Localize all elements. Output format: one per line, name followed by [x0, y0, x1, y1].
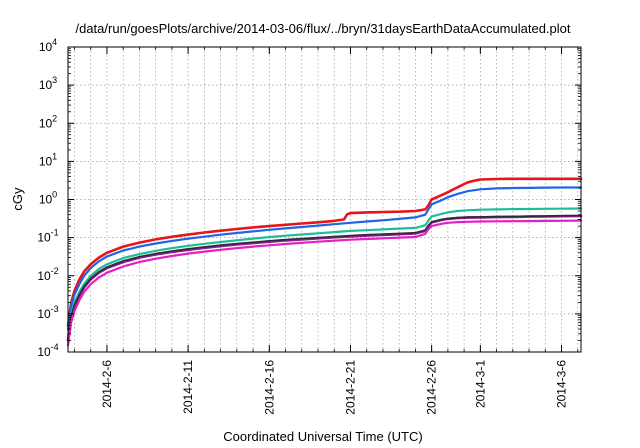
x-tick-label: 2014-3-1 — [473, 360, 487, 408]
x-tick-label: 2014-2-26 — [425, 360, 439, 415]
series-line-6 — [66, 219, 583, 347]
y-tick-label: 10-4 — [37, 342, 58, 359]
series-line-3 — [66, 207, 583, 338]
y-axis-title: cGy — [10, 187, 25, 211]
y-tick-label: 10-3 — [37, 304, 58, 321]
y-tick-label: 10-1 — [37, 228, 58, 245]
x-axis: 2014-2-6 2014-2-11 2014-2-16 2014-2-21 2014-… — [74, 47, 579, 415]
x-tick-label: 2014-2-6 — [100, 360, 114, 408]
series-line-1 — [66, 177, 583, 327]
x-tick-label: 2014-2-21 — [343, 360, 357, 415]
y-tick-label: 103 — [39, 75, 57, 92]
grid — [68, 47, 581, 352]
series-layer — [66, 177, 583, 347]
series-line-4 — [66, 214, 583, 342]
y-tick-label: 102 — [39, 113, 57, 130]
x-tick-label: 2014-2-11 — [181, 360, 195, 414]
x-tick-label: 2014-2-16 — [262, 360, 276, 415]
series-line-5 — [67, 214, 582, 341]
chart-title: /data/run/goesPlots/archive/2014-03-06/f… — [75, 21, 570, 36]
y-axis: 10-4 10-3 10-2 10-1 100 101 102 103 104 — [37, 37, 581, 359]
y-tick-label: 101 — [39, 151, 57, 168]
x-tick-label: 2014-3-6 — [555, 360, 569, 408]
x-axis-title: Coordinated Universal Time (UTC) — [223, 429, 422, 444]
y-tick-label: 10-2 — [37, 266, 58, 283]
series-line-2 — [66, 186, 583, 331]
y-tick-label: 100 — [39, 190, 57, 207]
y-tick-label: 104 — [39, 37, 57, 54]
